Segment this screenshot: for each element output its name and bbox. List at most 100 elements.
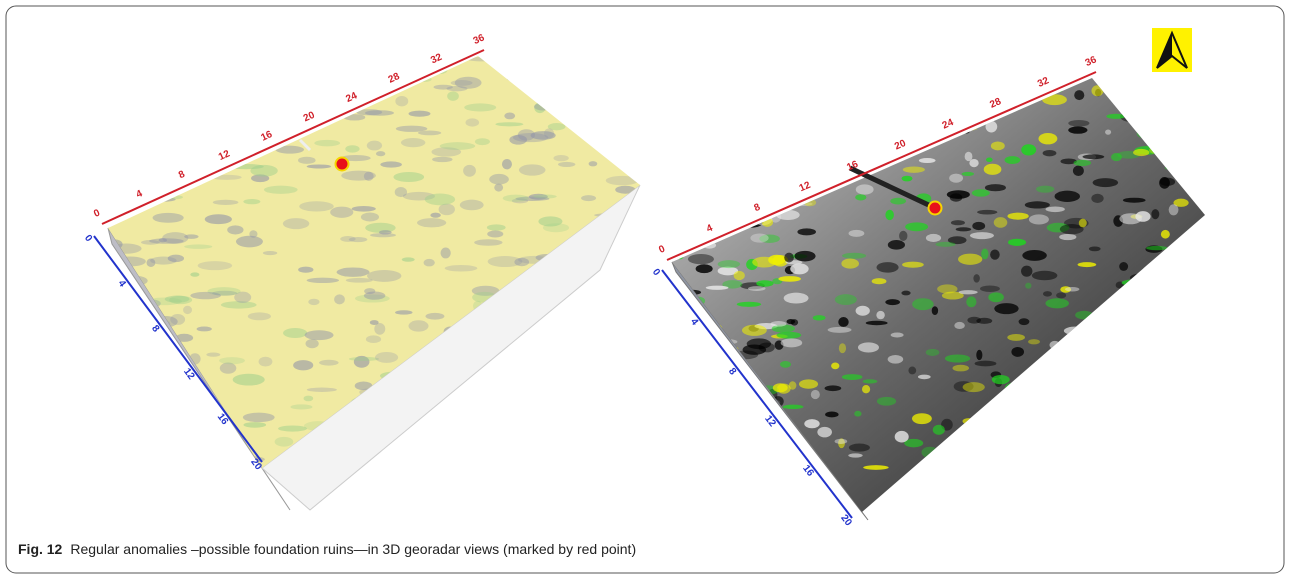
blotch bbox=[417, 218, 446, 227]
blotch bbox=[441, 247, 451, 258]
blotch bbox=[842, 374, 863, 380]
blotch bbox=[494, 184, 503, 192]
blotch bbox=[794, 251, 815, 262]
blotch bbox=[233, 374, 265, 386]
blotch bbox=[1038, 133, 1057, 144]
blotch bbox=[891, 332, 904, 337]
blotch bbox=[337, 267, 370, 276]
blotch bbox=[220, 363, 237, 374]
blotch bbox=[445, 265, 478, 271]
blotch bbox=[876, 311, 884, 319]
blotch bbox=[976, 350, 982, 360]
blotch bbox=[1021, 144, 1036, 155]
blotch bbox=[243, 413, 275, 423]
blotch bbox=[1019, 318, 1030, 325]
blotch bbox=[519, 164, 546, 175]
blotch bbox=[835, 294, 857, 305]
blotch bbox=[1045, 298, 1069, 308]
blotch bbox=[935, 242, 955, 247]
blotch bbox=[379, 230, 392, 234]
blotch bbox=[1028, 339, 1040, 344]
blotch bbox=[985, 184, 1006, 191]
blotch bbox=[888, 355, 904, 364]
anomaly-point bbox=[929, 202, 942, 215]
blotch bbox=[1123, 198, 1146, 203]
blotch bbox=[858, 342, 879, 352]
blotch bbox=[308, 299, 319, 305]
blotch bbox=[367, 141, 382, 151]
blotch bbox=[518, 129, 535, 140]
blotch bbox=[168, 255, 184, 263]
blotch bbox=[1005, 156, 1021, 164]
blotch bbox=[1133, 149, 1149, 156]
blotch bbox=[951, 220, 965, 225]
blotch bbox=[213, 200, 239, 205]
blotch bbox=[688, 254, 714, 264]
blotch bbox=[197, 327, 212, 332]
blotch bbox=[395, 96, 408, 106]
blotch bbox=[848, 453, 862, 457]
blotch bbox=[862, 385, 870, 393]
blotch bbox=[838, 317, 848, 327]
blotch bbox=[1021, 266, 1032, 277]
caption-label: Fig. 12 bbox=[18, 541, 63, 557]
blotch bbox=[487, 224, 506, 230]
blotch bbox=[1068, 126, 1087, 133]
blotch bbox=[1025, 283, 1031, 289]
blotch bbox=[183, 306, 192, 314]
blotch bbox=[1083, 154, 1105, 159]
blotch bbox=[973, 274, 979, 283]
blotch bbox=[198, 261, 232, 270]
blotch bbox=[831, 363, 839, 370]
blotch bbox=[768, 255, 785, 265]
blotch bbox=[409, 111, 431, 117]
blotch bbox=[162, 232, 188, 244]
blotch bbox=[307, 164, 332, 168]
blotch bbox=[956, 227, 972, 231]
blotch bbox=[980, 285, 1000, 291]
blotch bbox=[706, 286, 729, 290]
blotch bbox=[455, 77, 482, 89]
blotch bbox=[856, 184, 874, 194]
blotch bbox=[190, 292, 221, 299]
blotch bbox=[1029, 214, 1049, 224]
blotch bbox=[283, 328, 307, 338]
blotch bbox=[972, 222, 985, 230]
blotch bbox=[937, 284, 957, 293]
blotch bbox=[375, 352, 398, 363]
blotch bbox=[440, 142, 476, 150]
blotch bbox=[737, 302, 762, 307]
blotch bbox=[811, 390, 820, 399]
blotch bbox=[854, 411, 861, 417]
blotch bbox=[299, 201, 334, 211]
blotch bbox=[349, 237, 368, 242]
blotch bbox=[970, 232, 994, 239]
blotch bbox=[376, 151, 385, 156]
caption: Fig. 12Regular anomalies –possible found… bbox=[18, 541, 636, 557]
blotch bbox=[425, 313, 444, 320]
blotch bbox=[465, 118, 479, 126]
blotch bbox=[244, 422, 267, 428]
blotch bbox=[1091, 194, 1103, 203]
blotch bbox=[778, 276, 801, 282]
blotch bbox=[1074, 160, 1092, 166]
blotch bbox=[349, 357, 379, 361]
blotch bbox=[877, 262, 899, 273]
blotch bbox=[304, 396, 314, 402]
blotch bbox=[813, 315, 826, 320]
blotch bbox=[1078, 262, 1097, 267]
blotch bbox=[364, 172, 374, 181]
blotch bbox=[953, 365, 970, 372]
figure: 0481216202428323604812162004812162024283… bbox=[0, 0, 1290, 579]
blotch bbox=[748, 286, 766, 291]
blotch bbox=[409, 320, 429, 331]
blotch bbox=[1056, 292, 1066, 298]
blotch bbox=[918, 375, 931, 380]
blotch bbox=[975, 361, 997, 367]
blotch bbox=[902, 176, 913, 182]
blotch bbox=[346, 278, 373, 283]
blotch bbox=[839, 343, 846, 353]
blotch bbox=[756, 280, 773, 287]
blotch bbox=[885, 299, 900, 305]
north-arrow bbox=[1152, 28, 1192, 72]
